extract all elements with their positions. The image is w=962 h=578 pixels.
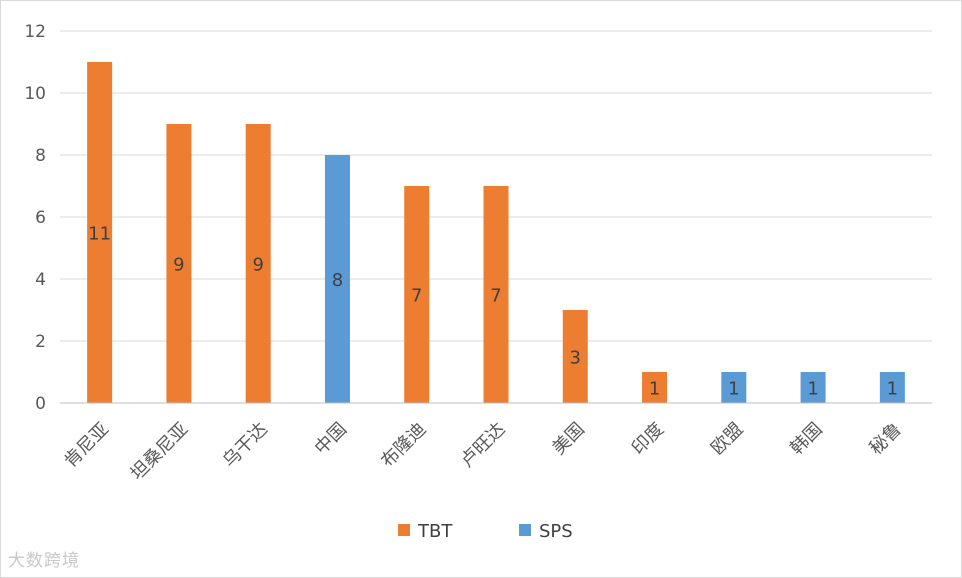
- bar: [166, 124, 192, 403]
- data-label: 8: [332, 270, 343, 291]
- y-tick-label: 4: [35, 270, 46, 290]
- legend-swatch: [519, 524, 531, 536]
- data-label: 1: [728, 379, 739, 400]
- data-label: 1: [887, 379, 898, 400]
- bar: [642, 372, 668, 403]
- bar: [87, 62, 113, 403]
- data-label: 7: [490, 286, 501, 307]
- data-label: 9: [173, 255, 184, 276]
- x-tick-label: 欧盟: [707, 419, 747, 459]
- bar: [800, 372, 826, 403]
- data-label: 3: [570, 348, 581, 369]
- x-tick-label: 秘鲁: [866, 419, 906, 459]
- x-tick-label: 布隆迪: [377, 419, 430, 472]
- y-tick-label: 12: [24, 22, 46, 42]
- y-tick-label: 2: [35, 332, 46, 352]
- legend-label: SPS: [539, 521, 573, 542]
- data-label: 1: [649, 379, 660, 400]
- y-tick-label: 8: [35, 146, 46, 166]
- x-tick-label: 肯尼亚: [60, 419, 113, 472]
- bar: [245, 124, 271, 403]
- y-tick-label: 0: [35, 394, 46, 414]
- bar: [483, 186, 509, 403]
- x-tick-label: 乌干达: [219, 419, 272, 472]
- bar: [324, 155, 350, 403]
- bar: [562, 310, 588, 403]
- data-label: 7: [411, 286, 422, 307]
- y-tick-label: 6: [35, 208, 46, 228]
- bar: [879, 372, 905, 403]
- x-tick-label: 坦桑尼亚: [127, 419, 193, 485]
- x-tick-label: 中国: [311, 419, 351, 459]
- bar: [404, 186, 430, 403]
- data-label: 1: [807, 379, 818, 400]
- watermark-logo: 大数跨境: [8, 551, 80, 571]
- y-tick-label: 10: [24, 84, 46, 104]
- data-label: 9: [252, 255, 263, 276]
- legend-swatch: [398, 524, 410, 536]
- x-tick-label: 韩国: [786, 419, 826, 459]
- x-tick-label: 印度: [628, 419, 668, 459]
- data-label: 11: [88, 224, 111, 245]
- x-tick-label: 卢旺达: [457, 419, 510, 472]
- bar: [721, 372, 747, 403]
- legend-label: TBT: [417, 521, 453, 542]
- x-tick-label: 美国: [549, 419, 589, 459]
